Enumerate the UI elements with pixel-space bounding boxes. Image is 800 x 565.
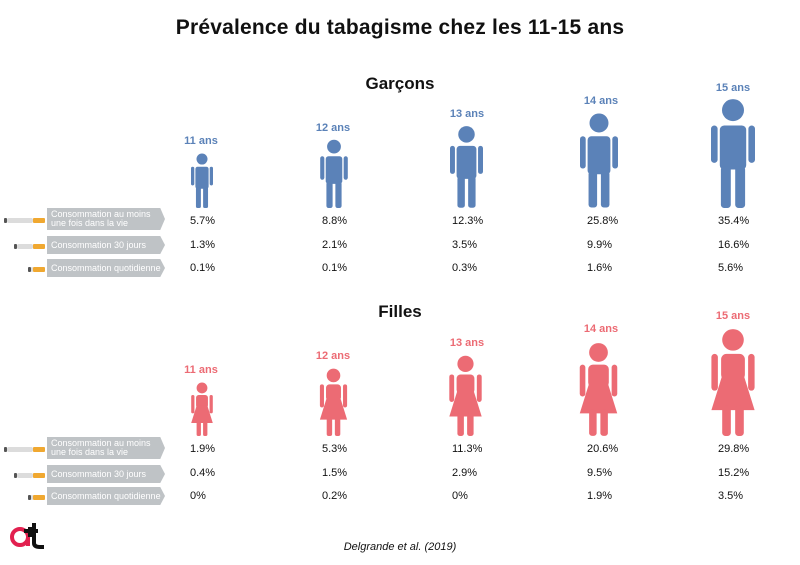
- value-cell: 1.3%: [190, 239, 216, 251]
- value-cell: 16.6%: [718, 239, 750, 251]
- boy-figure-icon: [711, 99, 755, 208]
- value-cell: 0.1%: [322, 262, 348, 274]
- value-cell: 1.5%: [322, 467, 348, 479]
- value-cell: 35.4%: [718, 215, 750, 227]
- age-label: 11 ans: [184, 364, 218, 376]
- value-cell: 15.2%: [718, 467, 750, 479]
- value-cell: 9.9%: [587, 239, 613, 251]
- girl-figure-icon: [319, 368, 348, 436]
- value-cell: 5.7%: [190, 215, 216, 227]
- value-cell: 3.5%: [718, 490, 744, 502]
- value-cell: 2.1%: [322, 239, 348, 251]
- row-label-daily: Consommation quotidienne: [0, 487, 170, 507]
- value-cell: 2.9%: [452, 467, 478, 479]
- row-label-lifetime: Consommation au moins une fois dans la v…: [0, 208, 170, 230]
- value-cell: 1.9%: [587, 490, 613, 502]
- age-label: 13 ans: [449, 108, 485, 120]
- girl-figure-icon: [449, 355, 482, 436]
- age-label: 13 ans: [449, 337, 485, 349]
- value-cell: 1.6%: [587, 262, 613, 274]
- value-cell: 12.3%: [452, 215, 484, 227]
- value-cell: 8.8%: [322, 215, 348, 227]
- value-cell: 0%: [452, 490, 468, 502]
- age-label: 11 ans: [184, 135, 218, 147]
- source-citation: Delgrande et al. (2019): [343, 541, 457, 553]
- row-label-30-days: Consommation 30 jours: [0, 465, 170, 485]
- boy-figure-icon: [580, 113, 618, 208]
- value-cell: 1.9%: [190, 443, 216, 455]
- value-cell: 0.4%: [190, 467, 216, 479]
- section-title-girls: Filles: [378, 302, 422, 321]
- age-label: 12 ans: [315, 350, 351, 362]
- value-cell: 25.8%: [587, 215, 619, 227]
- value-cell: 0.1%: [190, 262, 216, 274]
- value-cell: 5.6%: [718, 262, 744, 274]
- chart-title: Prévalence du tabagisme chez les 11-15 a…: [175, 16, 625, 39]
- value-cell: 11.3%: [452, 443, 483, 455]
- boy-figure-icon: [450, 126, 483, 208]
- boy-figure-icon: [191, 153, 213, 208]
- value-cell: 5.3%: [322, 443, 348, 455]
- girl-figure-icon: [711, 329, 755, 436]
- age-label: 15 ans: [715, 82, 751, 94]
- age-label: 12 ans: [315, 122, 351, 134]
- row-label-30-days: Consommation 30 jours: [0, 236, 170, 256]
- value-cell: 9.5%: [587, 467, 613, 479]
- value-cell: 0%: [190, 490, 206, 502]
- value-cell: 0.2%: [322, 490, 348, 502]
- section-title-boys: Garçons: [365, 74, 435, 93]
- age-label: 15 ans: [715, 310, 751, 322]
- value-cell: 0.3%: [452, 262, 478, 274]
- row-label-lifetime: Consommation au moins une fois dans la v…: [0, 437, 170, 459]
- boy-figure-icon: [320, 139, 348, 208]
- age-label: 14 ans: [583, 95, 619, 107]
- girl-figure-icon: [579, 343, 618, 436]
- value-cell: 20.6%: [587, 443, 619, 455]
- age-label: 14 ans: [583, 323, 619, 335]
- at-logo-icon: [10, 523, 44, 549]
- value-cell: 3.5%: [452, 239, 478, 251]
- row-label-daily: Consommation quotidienne: [0, 259, 170, 279]
- girl-figure-icon: [191, 382, 213, 436]
- value-cell: 29.8%: [718, 443, 750, 455]
